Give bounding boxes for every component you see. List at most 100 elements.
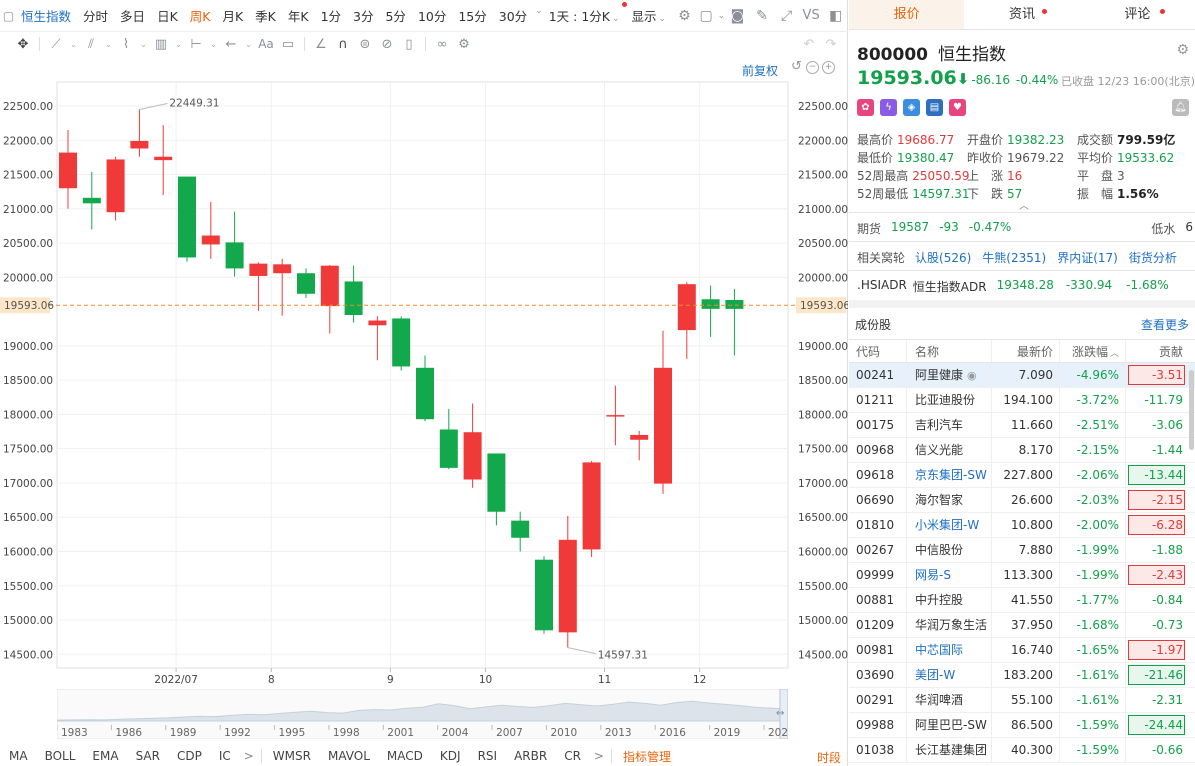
period-tab-6[interactable]: 年K [287, 9, 309, 24]
table-row[interactable]: 09999 网易-S 113.300 -1.99% -2.43 [849, 563, 1195, 588]
bell-icon[interactable]: 🔔︎ [1172, 99, 1189, 116]
candle-body[interactable] [154, 156, 173, 161]
candle-body[interactable] [178, 176, 196, 258]
chevron-down-icon[interactable]: ⌄ [70, 39, 77, 49]
col-header-price[interactable]: 最新价 [991, 340, 1059, 362]
candle-body[interactable] [201, 235, 220, 245]
camera-icon[interactable]: ◙ [730, 7, 745, 24]
indicator-arbr[interactable]: ARBR [514, 749, 548, 763]
chevron-down-icon[interactable]: ⌄ [210, 39, 217, 49]
indicator-boll[interactable]: BOLL [44, 749, 76, 763]
resize-icon[interactable]: ↔ [776, 708, 784, 719]
chevron-down-icon[interactable]: ⌄ [245, 39, 252, 49]
indicator-ma[interactable]: MA [9, 749, 28, 763]
scrollbar[interactable] [1189, 370, 1194, 450]
navigator-handle[interactable] [779, 689, 788, 739]
fib-tool-icon[interactable]: ▥ [154, 36, 168, 52]
candle-body[interactable] [558, 539, 577, 633]
table-row[interactable]: 00968 信义光能 8.170 -2.15% -1.44 [849, 438, 1195, 463]
cell-name[interactable]: 中芯国际 [906, 638, 991, 662]
doc-icon[interactable]: ▤ [926, 99, 943, 116]
table-row[interactable]: 00267 中信股份 7.880 -1.99% -1.88 [849, 538, 1195, 563]
index-name-tab[interactable]: 恒生指数 [21, 9, 72, 24]
layout-square-icon[interactable]: ▢ [699, 7, 713, 24]
period-tab-2[interactable]: 日K [157, 9, 178, 24]
fullscreen-icon[interactable]: ⤢ [780, 7, 793, 24]
candle-body[interactable] [630, 434, 649, 440]
trash-icon[interactable]: ▯ [405, 36, 413, 52]
table-row[interactable]: 09618 京东集团-SW 227.800 -2.06% -13.44 [849, 463, 1195, 488]
chevron-down-icon[interactable]: ⌄ [140, 39, 147, 49]
kline-chart[interactable]: 22500.00 22500.00 22000.00 22000.00 21500.00… [0, 58, 848, 686]
chevron-right-icon[interactable]: > [593, 749, 604, 763]
zoom-out-icon[interactable]: − [806, 61, 819, 74]
indicator-mavol[interactable]: MAVOL [327, 749, 370, 763]
cell-name[interactable]: 小米集团-W [906, 513, 991, 537]
table-row[interactable]: 09988 阿里巴巴-SW 86.500 -1.59% -24.44 [849, 713, 1195, 738]
reset-icon[interactable]: ↺ [791, 59, 802, 74]
lightning-icon[interactable]: ϟ [880, 99, 897, 116]
collapse-caret-icon[interactable]: ︿ [1019, 201, 1029, 212]
warrant-link-1[interactable]: 牛熊(2351) [982, 251, 1047, 265]
indicator-cdp[interactable]: CDP [176, 749, 202, 763]
view-more-link[interactable]: 查看更多 [1140, 318, 1189, 332]
gear-icon[interactable]: ⚙ [1176, 42, 1189, 58]
line-tool-icon[interactable]: ⟋ [51, 36, 61, 52]
kline-svg[interactable]: 22500.00 22500.00 22000.00 22000.00 21500.00… [0, 58, 848, 686]
heart-icon[interactable]: ♥ [949, 99, 966, 116]
crosshair-icon[interactable]: ✥ [17, 36, 29, 52]
table-row[interactable]: 00981 中芯国际 16.740 -1.65% -1.97 [849, 638, 1195, 663]
period-tab-0[interactable]: 分时 [83, 9, 109, 24]
wave-tool-icon[interactable]: ⌇ [122, 36, 130, 52]
indicator-ema[interactable]: EMA [92, 749, 119, 763]
table-row[interactable]: 00241 阿里健康 ◉ 7.090 -4.96% -3.51 [849, 363, 1195, 388]
indicator-ic[interactable]: IC [218, 749, 231, 763]
navigator-svg[interactable]: ↔ 1983 1986 1989 1992 1995 1998 2001 2004 2007 201… [57, 689, 788, 739]
candle-body[interactable] [106, 159, 125, 213]
link-icon[interactable]: ∞ [436, 36, 448, 52]
period-tab-9[interactable]: 5分 [385, 9, 406, 24]
hide-icon[interactable]: ⊘ [381, 36, 393, 52]
warrant-link-0[interactable]: 认股(526) [915, 251, 972, 265]
tab-quote[interactable]: 报价 [849, 0, 965, 29]
period-tab-4[interactable]: 月K [222, 9, 244, 24]
candle-body[interactable] [725, 299, 744, 309]
gear-icon[interactable]: ⚙ [458, 36, 470, 52]
candle-body[interactable] [511, 520, 530, 538]
period-tab-12[interactable]: 30分 [498, 9, 528, 24]
period-tab-5[interactable]: 季K [255, 9, 276, 24]
candle-body[interactable] [654, 367, 672, 484]
text-tool-icon[interactable]: Aa [258, 37, 274, 51]
chevron-down-icon[interactable]: ⌄ [175, 39, 182, 49]
candle-body[interactable] [344, 281, 363, 316]
period-tab-7[interactable]: 1分 [320, 9, 342, 24]
indicator-macd[interactable]: MACD [386, 749, 423, 763]
candle-body[interactable] [582, 462, 601, 550]
table-row[interactable]: 01810 小米集团-W 10.800 -2.00% -6.28 [849, 513, 1195, 538]
pen-icon[interactable]: ✎ [756, 7, 768, 24]
sidebar-toggle-icon[interactable]: ▢ [2, 8, 15, 23]
period-tab-11[interactable]: 15分 [458, 9, 487, 24]
ruler-icon[interactable]: ∠ [315, 36, 327, 52]
chevron-down-icon[interactable]: ⌄ [717, 10, 726, 21]
range-select[interactable]: 1天 : 1分K ⌄ [543, 2, 627, 25]
candle-body[interactable] [677, 284, 696, 331]
range-navigator[interactable]: ↔ 1983 1986 1989 1992 1995 1998 2001 2004 2007 201… [57, 689, 788, 739]
adjust-price-button[interactable]: 前复权 [742, 64, 779, 78]
candle-body[interactable] [297, 273, 315, 294]
table-row[interactable]: 01209 华润万象生活 37.950 -1.68% -0.73 [849, 613, 1195, 638]
candle-body[interactable] [368, 320, 387, 326]
indicator-cr[interactable]: CR [564, 749, 581, 763]
channel-tool-icon[interactable]: ⫽ [88, 36, 94, 52]
candle-body[interactable] [416, 367, 434, 420]
chevron-down-icon[interactable]: ⌄ [105, 39, 112, 49]
comment-icon[interactable]: ▭ [281, 36, 295, 52]
vs-button[interactable]: VS [802, 8, 820, 23]
indicator-wmsr[interactable]: WMSR [272, 749, 311, 763]
session-button[interactable]: 时段 [816, 751, 841, 765]
table-row[interactable]: 06690 海尔智家 26.600 -2.03% -2.15 [849, 488, 1195, 513]
candle-body[interactable] [320, 265, 339, 307]
candle-body[interactable] [487, 453, 506, 512]
candle-body[interactable] [130, 140, 149, 149]
col-header-code[interactable]: 代码 [856, 344, 881, 359]
